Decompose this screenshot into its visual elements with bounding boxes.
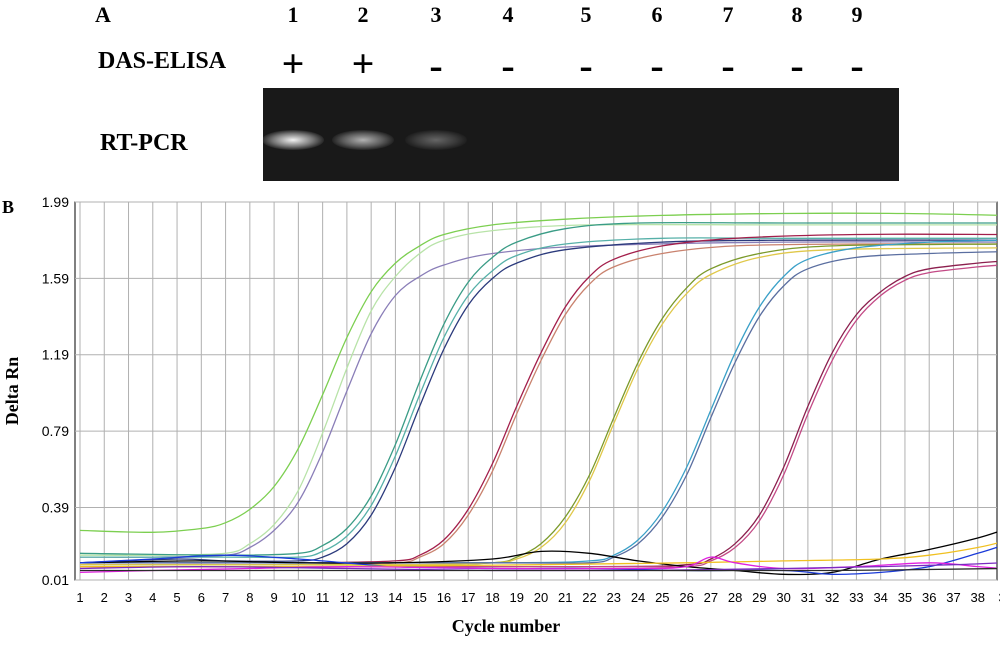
- pcr-band: [332, 130, 394, 150]
- lane-number: 8: [791, 2, 803, 27]
- y-tick-label: 0.01: [42, 572, 69, 588]
- x-tick-label: 33: [849, 590, 863, 605]
- x-tick-label: 12: [340, 590, 354, 605]
- amplification-curve: [79, 237, 997, 559]
- x-tick-label: 23: [607, 590, 621, 605]
- x-tick-label: 17: [461, 590, 475, 605]
- x-tick-label: 5: [173, 590, 180, 605]
- das-elisa-label: DAS-ELISA: [98, 48, 227, 74]
- x-tick-label: 3: [998, 590, 1000, 605]
- x-tick-label: 30: [776, 590, 790, 605]
- x-tick-label: 26: [679, 590, 693, 605]
- amplification-chart: 1 2 3 4 5 6 7 8 9 10 11 12 13 14 15 16 17 18 19 20 21 22 23 24 2…: [2, 194, 1000, 636]
- x-tick-label: 31: [801, 590, 815, 605]
- panel-b-label: B: [2, 197, 15, 217]
- pcr-band: [405, 130, 467, 150]
- amplification-curve: [80, 251, 997, 564]
- x-tick-label: 1: [76, 590, 83, 605]
- x-tick-label: 9: [270, 590, 277, 605]
- amplification-curve: [79, 212, 997, 533]
- panel-a-label: A: [95, 2, 111, 27]
- x-tick-label: 15: [412, 590, 426, 605]
- amplification-curve: [79, 233, 997, 564]
- lane-number: 1: [287, 2, 299, 27]
- amplification-curve: [79, 221, 997, 556]
- amplification-curve: [80, 567, 997, 572]
- gel-image: [262, 88, 899, 181]
- negative-sign: -: [721, 43, 735, 88]
- amplification-curve: [79, 241, 997, 558]
- x-tick-label: 32: [825, 590, 839, 605]
- negative-sign: -: [429, 43, 443, 88]
- x-tick-label: 16: [437, 590, 451, 605]
- y-tick-label: 0.79: [42, 423, 69, 439]
- x-tick-label: 18: [485, 590, 499, 605]
- lane-number: 4: [502, 2, 514, 27]
- x-axis-label: Cycle number: [452, 616, 560, 636]
- y-tick-label: 1.19: [42, 347, 69, 363]
- positive-sign: +: [351, 41, 375, 86]
- x-tick-label: 8: [246, 590, 253, 605]
- x-tick-label: 25: [655, 590, 669, 605]
- x-tick-label: 4: [149, 590, 156, 605]
- negative-sign: -: [501, 43, 515, 88]
- negative-sign: -: [650, 43, 664, 88]
- x-tick-label: 34: [873, 590, 887, 605]
- lane-number: 5: [580, 2, 592, 27]
- x-tick-label: 3: [125, 590, 132, 605]
- negative-sign: -: [850, 43, 864, 88]
- plot-area: [74, 201, 998, 581]
- amplification-curve: [80, 264, 997, 568]
- amplification-curve: [79, 223, 997, 556]
- x-tick-label: 37: [946, 590, 960, 605]
- pcr-band: [262, 130, 324, 150]
- amplification-curve: [79, 556, 997, 574]
- x-tick-label: 38: [971, 590, 985, 605]
- x-tick-label: 6: [198, 590, 205, 605]
- amplification-curve: [79, 531, 997, 576]
- lane-number: 2: [357, 2, 369, 27]
- y-tick-label: 1.59: [42, 270, 69, 286]
- x-tick-label: 29: [752, 590, 766, 605]
- x-tick-label: 7: [222, 590, 229, 605]
- lane-number: 3: [430, 2, 442, 27]
- lane-number: 9: [851, 2, 863, 27]
- positive-sign: +: [281, 41, 305, 86]
- negative-sign: -: [790, 43, 804, 88]
- y-tick-label: 0.39: [42, 499, 69, 515]
- x-tick-label: 35: [898, 590, 912, 605]
- x-tick-label: 36: [922, 590, 936, 605]
- x-tick-label: 22: [582, 590, 596, 605]
- x-tick-label: 20: [534, 590, 548, 605]
- y-axis-label: Delta Rn: [2, 357, 22, 426]
- rt-pcr-label: RT-PCR: [100, 130, 188, 156]
- lane-number: 6: [651, 2, 663, 27]
- x-tick-label: 28: [728, 590, 742, 605]
- lane-number: 7: [722, 2, 734, 27]
- x-tick-label: 27: [704, 590, 718, 605]
- x-tick-label: 24: [631, 590, 645, 605]
- x-tick-label: 13: [364, 590, 378, 605]
- x-tick-label: 21: [558, 590, 572, 605]
- x-tick-label: 2: [101, 590, 108, 605]
- x-tick-label: 19: [510, 590, 524, 605]
- x-tick-label: 10: [291, 590, 305, 605]
- x-tick-label: 14: [388, 590, 402, 605]
- y-tick-label: 1.99: [42, 194, 69, 210]
- amplification-curve: [79, 247, 997, 566]
- negative-sign: -: [579, 43, 593, 88]
- amplification-curve: [79, 239, 997, 564]
- x-tick-label: 11: [316, 590, 330, 605]
